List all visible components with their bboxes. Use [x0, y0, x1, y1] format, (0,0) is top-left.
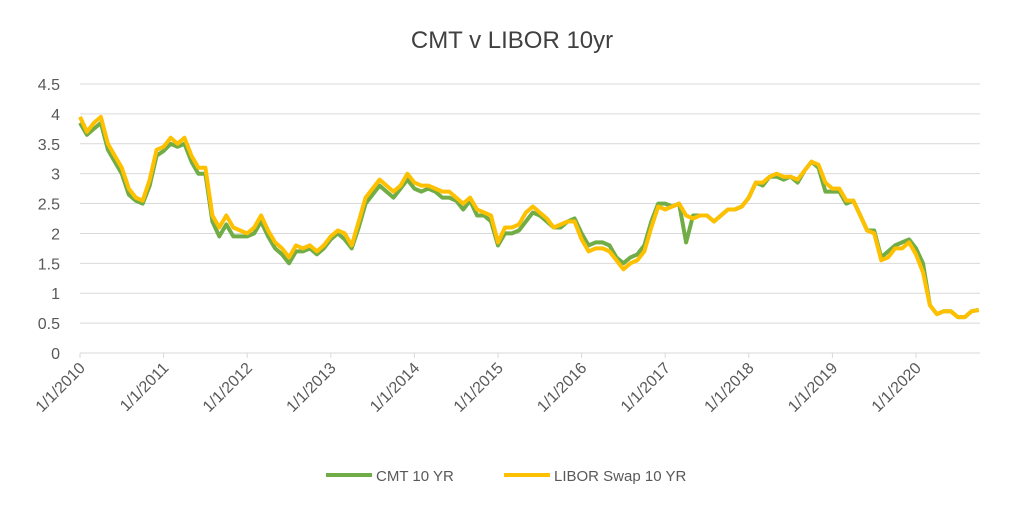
- x-tick-label: 1/1/2012: [200, 360, 256, 416]
- y-tick-label: 1: [51, 286, 60, 303]
- y-tick-label: 1.5: [38, 256, 60, 273]
- y-tick-label: 2: [51, 226, 60, 243]
- series-line-libor: [78, 114, 980, 320]
- legend-label-libor: LIBOR Swap 10 YR: [554, 468, 686, 485]
- chart-title: CMT v LIBOR 10yr: [411, 27, 613, 54]
- x-tick-label: 1/1/2020: [869, 360, 925, 416]
- y-tick-label: 4: [51, 107, 60, 124]
- x-tick-label: 1/1/2016: [534, 360, 590, 416]
- x-tick-label: 1/1/2011: [117, 360, 172, 415]
- y-tick-label: 4.5: [38, 77, 60, 94]
- x-tick-label: 1/1/2017: [618, 360, 674, 416]
- y-tick-label: 3.5: [38, 137, 60, 154]
- x-tick-label: 1/1/2013: [284, 360, 340, 416]
- y-tick-label: 3: [51, 167, 60, 184]
- y-tick-label: 2.5: [38, 197, 60, 214]
- x-tick-label: 1/1/2018: [702, 360, 758, 416]
- series-line-cmt: [78, 120, 980, 320]
- x-tick-label: 1/1/2010: [33, 360, 89, 416]
- y-tick-label: 0: [51, 346, 60, 363]
- x-tick-label: 1/1/2015: [451, 360, 507, 416]
- x-tick-label: 1/1/2019: [785, 360, 841, 416]
- x-tick-label: 1/1/2014: [367, 360, 423, 416]
- y-tick-label: 0.5: [38, 316, 60, 333]
- legend: CMT 10 YR LIBOR Swap 10 YR: [326, 468, 686, 485]
- legend-label-cmt: CMT 10 YR: [376, 468, 454, 485]
